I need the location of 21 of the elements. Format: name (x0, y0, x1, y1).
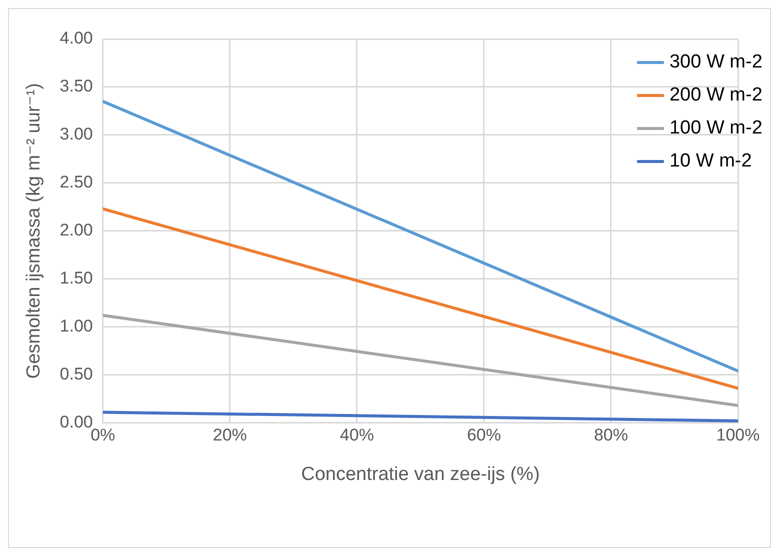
y-tick-label: 4.00 (60, 28, 93, 48)
legend-label: 100 W m-2 (669, 118, 762, 139)
x-tick-label: 80% (594, 426, 628, 445)
y-tick-label: 0.00 (60, 412, 93, 432)
y-tick-label: 1.00 (60, 316, 93, 336)
y-tick-label: 2.50 (60, 172, 93, 192)
x-axis-title: Concentratie van zee-ijs (%) (301, 464, 540, 485)
x-tick-label: 100% (716, 426, 760, 445)
y-tick-label: 3.50 (60, 76, 93, 96)
x-tick-label: 0% (90, 426, 116, 445)
legend-label: 200 W m-2 (669, 84, 762, 106)
y-tick-label: 3.00 (60, 124, 93, 144)
y-tick-label: 1.50 (60, 268, 93, 288)
y-tick-label: 2.00 (60, 220, 93, 240)
x-tick-label: 60% (466, 426, 501, 445)
y-axis-title: Gesmolten ijsmassa (kg m⁻² uur⁻¹) (24, 83, 45, 379)
legend-label: 300 W m-2 (669, 52, 762, 73)
legend-label: 10 W m-2 (669, 150, 752, 172)
x-tick-label: 20% (212, 426, 247, 445)
y-tick-label: 0.50 (60, 364, 93, 384)
x-tick-label: 40% (340, 426, 374, 445)
